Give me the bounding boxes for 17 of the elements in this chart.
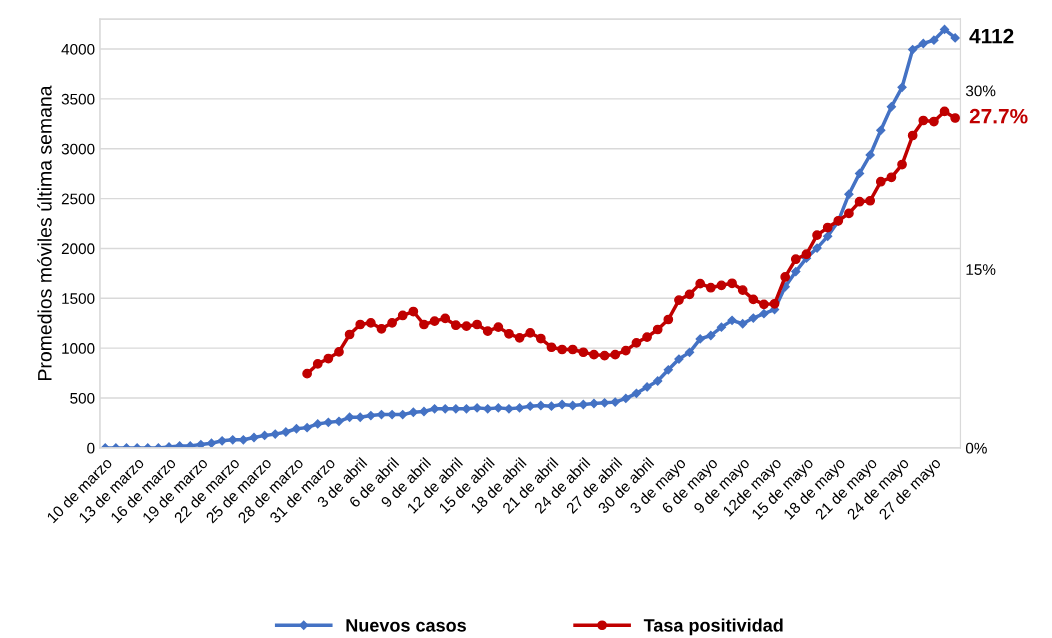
- y2-tick-label: 15%: [966, 264, 996, 275]
- y2-tick-label: 30%: [965, 85, 996, 97]
- y-tick-label: 3500: [61, 93, 95, 105]
- y-tick-label: 1000: [62, 343, 95, 354]
- legend-label: Tasa positividad: [643, 618, 783, 636]
- data-label: 4112: [969, 28, 1014, 44]
- y-tick-label: 0: [87, 442, 95, 454]
- y-tick-label: 1500: [62, 293, 95, 304]
- y-axis-title: Promedios móviles última semana: [37, 85, 52, 380]
- y-tick-label: 500: [70, 392, 95, 404]
- y-tick-label: 4000: [61, 43, 95, 55]
- y2-tick-label: 0%: [965, 442, 987, 454]
- y-tick-label: 2500: [61, 193, 95, 205]
- legend-label: Nuevos casos: [346, 619, 466, 632]
- data-label: 27.7%: [969, 108, 1028, 124]
- y-tick-label: 2000: [61, 243, 95, 255]
- y-tick-label: 3000: [61, 143, 95, 155]
